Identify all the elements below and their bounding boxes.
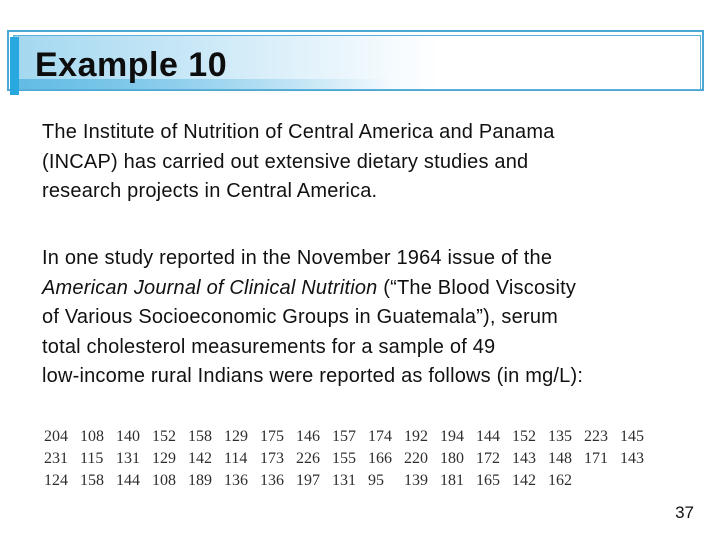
table-cell: 173	[260, 450, 284, 467]
table-cell: 192	[404, 428, 428, 445]
table-cell: 144	[116, 472, 140, 489]
table-cell: 136	[224, 472, 248, 489]
table-cell: 194	[440, 428, 464, 445]
table-cell: 155	[332, 450, 356, 467]
table-cell: 223	[584, 428, 608, 445]
table-row: 124 158 144 108 189 136 136 197 131 95 139 181 165 14…	[44, 470, 684, 492]
table-row: 204 108 140 152 158 129 175 146 157 174 192 194 144 1…	[44, 426, 684, 448]
table-cell: 139	[404, 472, 428, 489]
table-cell: 108	[152, 472, 176, 489]
table-row: 231 115 131 129 142 114 173 226 155 166 220 180 172 1…	[44, 448, 684, 470]
table-cell: 108	[80, 428, 104, 445]
paragraph-study-pre: In one study reported in the November 19…	[42, 247, 553, 269]
table-cell: 189	[188, 472, 212, 489]
table-cell: 174	[368, 428, 392, 445]
title-group: Example 10	[0, 0, 720, 110]
table-cell: 124	[44, 472, 68, 489]
paragraph-study-post: (“The Blood Viscosity of Various Socioec…	[42, 276, 584, 388]
table-cell: 131	[116, 450, 140, 467]
paragraph-study: In one study reported in the November 19…	[42, 244, 692, 392]
page-number: 37	[675, 503, 694, 522]
table-cell: 204	[44, 428, 68, 445]
table-cell: 172	[476, 450, 500, 467]
table-cell: 115	[80, 450, 104, 467]
table-cell: 197	[296, 472, 320, 489]
paragraph-intro: The Institute of Nutrition of Central Am…	[42, 121, 555, 202]
table-cell: 140	[116, 428, 140, 445]
table-cell: 162	[548, 472, 572, 489]
table-cell: 142	[188, 450, 212, 467]
table-cell: 144	[476, 428, 500, 445]
table-cell: 171	[584, 450, 608, 467]
table-cell: 152	[152, 428, 176, 445]
table-cell: 152	[512, 428, 536, 445]
table-cell: 95	[368, 472, 384, 489]
table-cell: 181	[440, 472, 464, 489]
table-cell: 158	[80, 472, 104, 489]
table-cell: 220	[404, 450, 428, 467]
table-cell: 146	[296, 428, 320, 445]
table-cell: 135	[548, 428, 572, 445]
table-cell: 180	[440, 450, 464, 467]
table-cell: 136	[260, 472, 284, 489]
table-cell: 166	[368, 450, 392, 467]
table-cell: 145	[620, 428, 644, 445]
title-accent-bar	[10, 37, 19, 95]
table-cell: 231	[44, 450, 68, 467]
table-cell: 131	[332, 472, 356, 489]
table-cell: 143	[620, 450, 644, 467]
journal-name: American Journal of Clinical Nutrition	[42, 276, 378, 299]
table-cell: 114	[224, 450, 248, 467]
table-cell: 129	[152, 450, 176, 467]
cholesterol-table: 204 108 140 152 158 129 175 146 157 174 192 194 144 1…	[44, 426, 684, 492]
table-cell: 158	[188, 428, 212, 445]
table-cell: 165	[476, 472, 500, 489]
table-cell: 143	[512, 450, 536, 467]
table-cell: 226	[296, 450, 320, 467]
slide-title: Example 10	[35, 46, 228, 84]
table-cell: 175	[260, 428, 284, 445]
table-cell: 129	[224, 428, 248, 445]
table-cell: 142	[512, 472, 536, 489]
table-cell: 157	[332, 428, 356, 445]
title-gradient-box	[13, 35, 701, 90]
table-cell: 148	[548, 450, 572, 467]
